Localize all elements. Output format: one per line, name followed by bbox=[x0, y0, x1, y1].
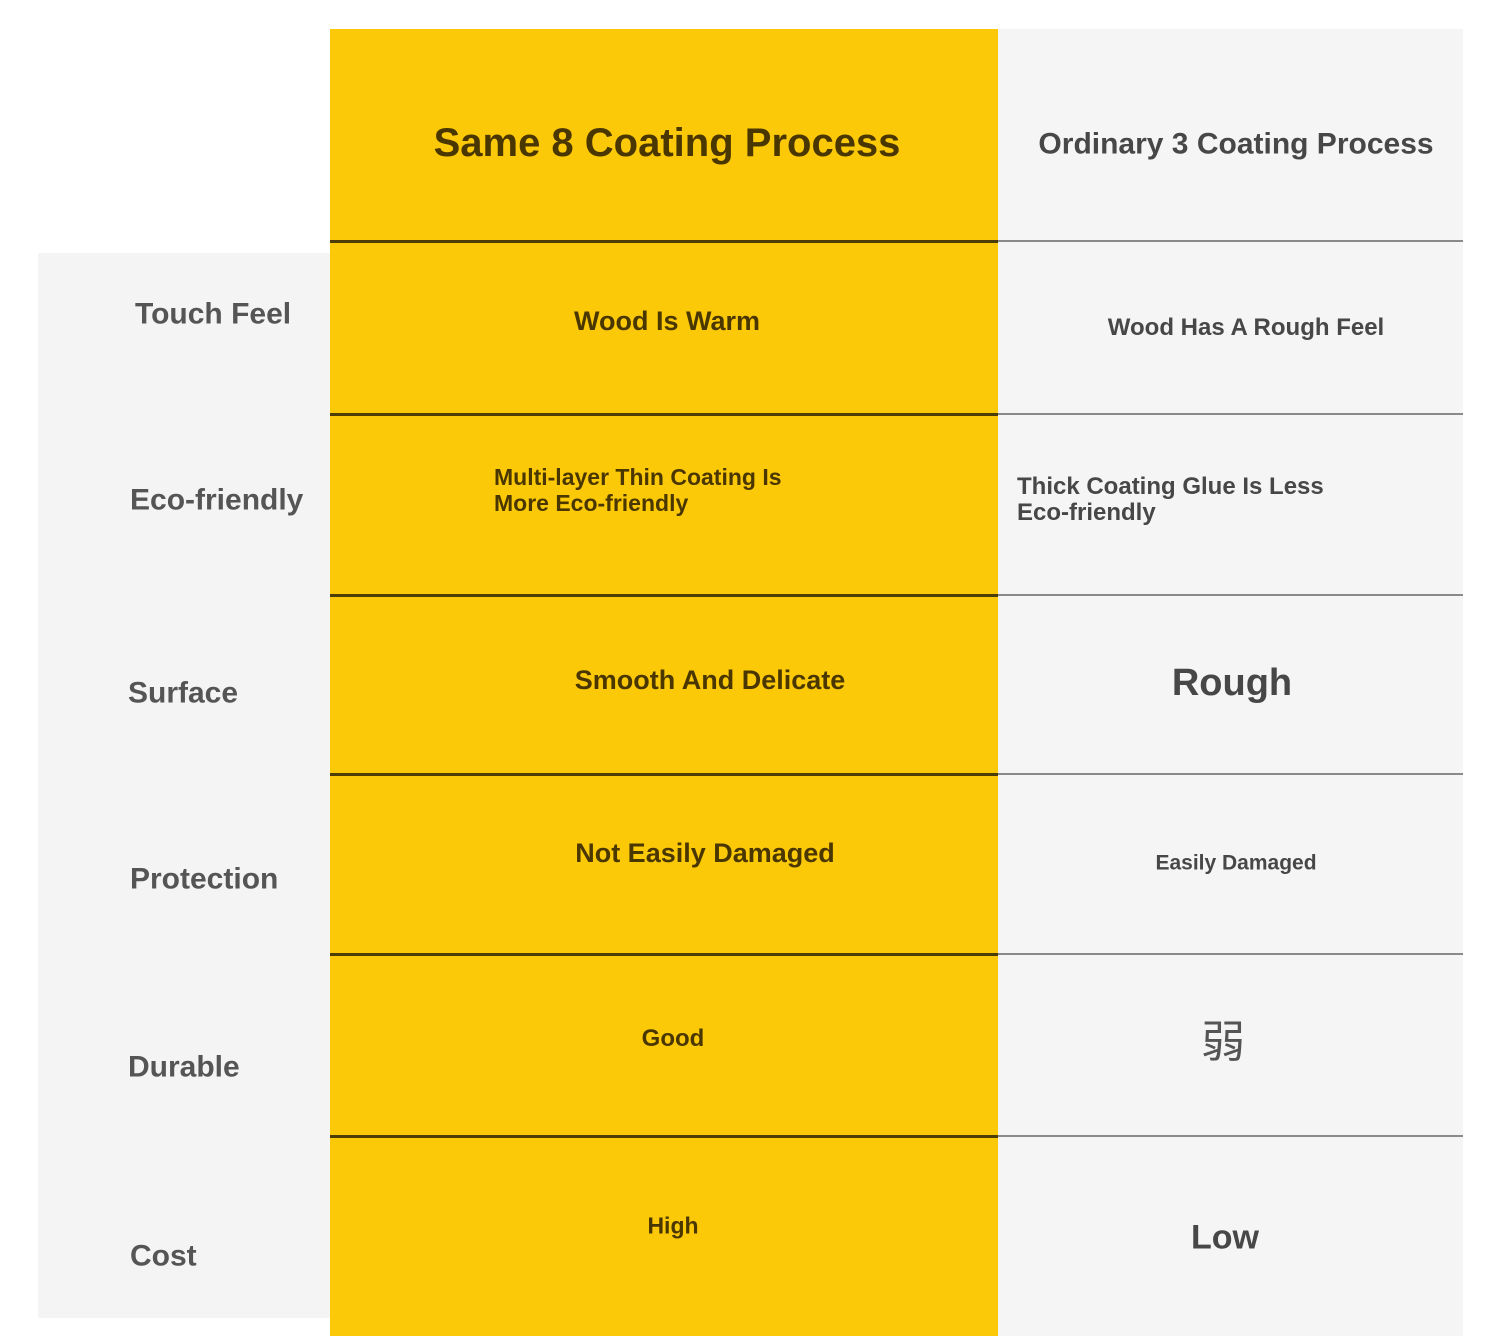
cell-line: Eco-friendly bbox=[1017, 499, 1156, 526]
row-divider bbox=[330, 773, 998, 776]
featured-cell-cost: High bbox=[647, 1212, 699, 1239]
row-divider bbox=[330, 413, 998, 416]
row-label-eco-friendly: Eco-friendly bbox=[130, 483, 304, 517]
row-label-cost: Cost bbox=[130, 1239, 197, 1273]
ordinary-cell-cost: Low bbox=[1191, 1218, 1259, 1257]
row-labels-panel bbox=[38, 253, 330, 1318]
featured-cell-surface: Smooth And Delicate bbox=[574, 665, 846, 696]
featured-cell-eco-friendly: Multi-layer Thin Coating Is More Eco-fri… bbox=[494, 464, 782, 516]
cell-line: Thick Coating Glue Is Less bbox=[1017, 473, 1324, 500]
ordinary-cell-durable: 弱 bbox=[1201, 1017, 1245, 1067]
row-divider bbox=[330, 594, 998, 597]
ordinary-cell-surface: Rough bbox=[1171, 662, 1293, 705]
ordinary-cell-protection: Easily Damaged bbox=[1155, 851, 1317, 875]
row-divider bbox=[330, 953, 998, 956]
row-divider bbox=[998, 413, 1463, 415]
featured-column bbox=[330, 29, 998, 1336]
row-label-protection: Protection bbox=[130, 862, 279, 896]
row-label-durable: Durable bbox=[128, 1050, 240, 1084]
ordinary-column bbox=[998, 29, 1463, 1336]
ordinary-cell-touch-feel: Wood Has A Rough Feel bbox=[1107, 313, 1385, 341]
row-divider bbox=[330, 1135, 998, 1138]
ordinary-column-header: Ordinary 3 Coating Process bbox=[1038, 127, 1434, 161]
row-divider bbox=[998, 594, 1463, 596]
row-label-touch-feel: Touch Feel bbox=[135, 297, 292, 331]
featured-cell-protection: Not Easily Damaged bbox=[575, 838, 835, 869]
row-divider bbox=[998, 773, 1463, 775]
row-divider bbox=[998, 240, 1463, 242]
featured-column-header: Same 8 Coating Process bbox=[433, 121, 901, 165]
featured-cell-touch-feel: Wood Is Warm bbox=[573, 306, 761, 337]
featured-cell-durable: Good bbox=[641, 1024, 705, 1052]
cell-line: Multi-layer Thin Coating Is bbox=[494, 464, 782, 490]
row-divider bbox=[330, 240, 998, 243]
row-divider bbox=[998, 953, 1463, 955]
ordinary-cell-eco-friendly: Thick Coating Glue Is Less Eco-friendly bbox=[1017, 474, 1324, 526]
cell-line: More Eco-friendly bbox=[494, 490, 689, 516]
row-divider bbox=[998, 1135, 1463, 1137]
row-label-surface: Surface bbox=[128, 676, 239, 710]
